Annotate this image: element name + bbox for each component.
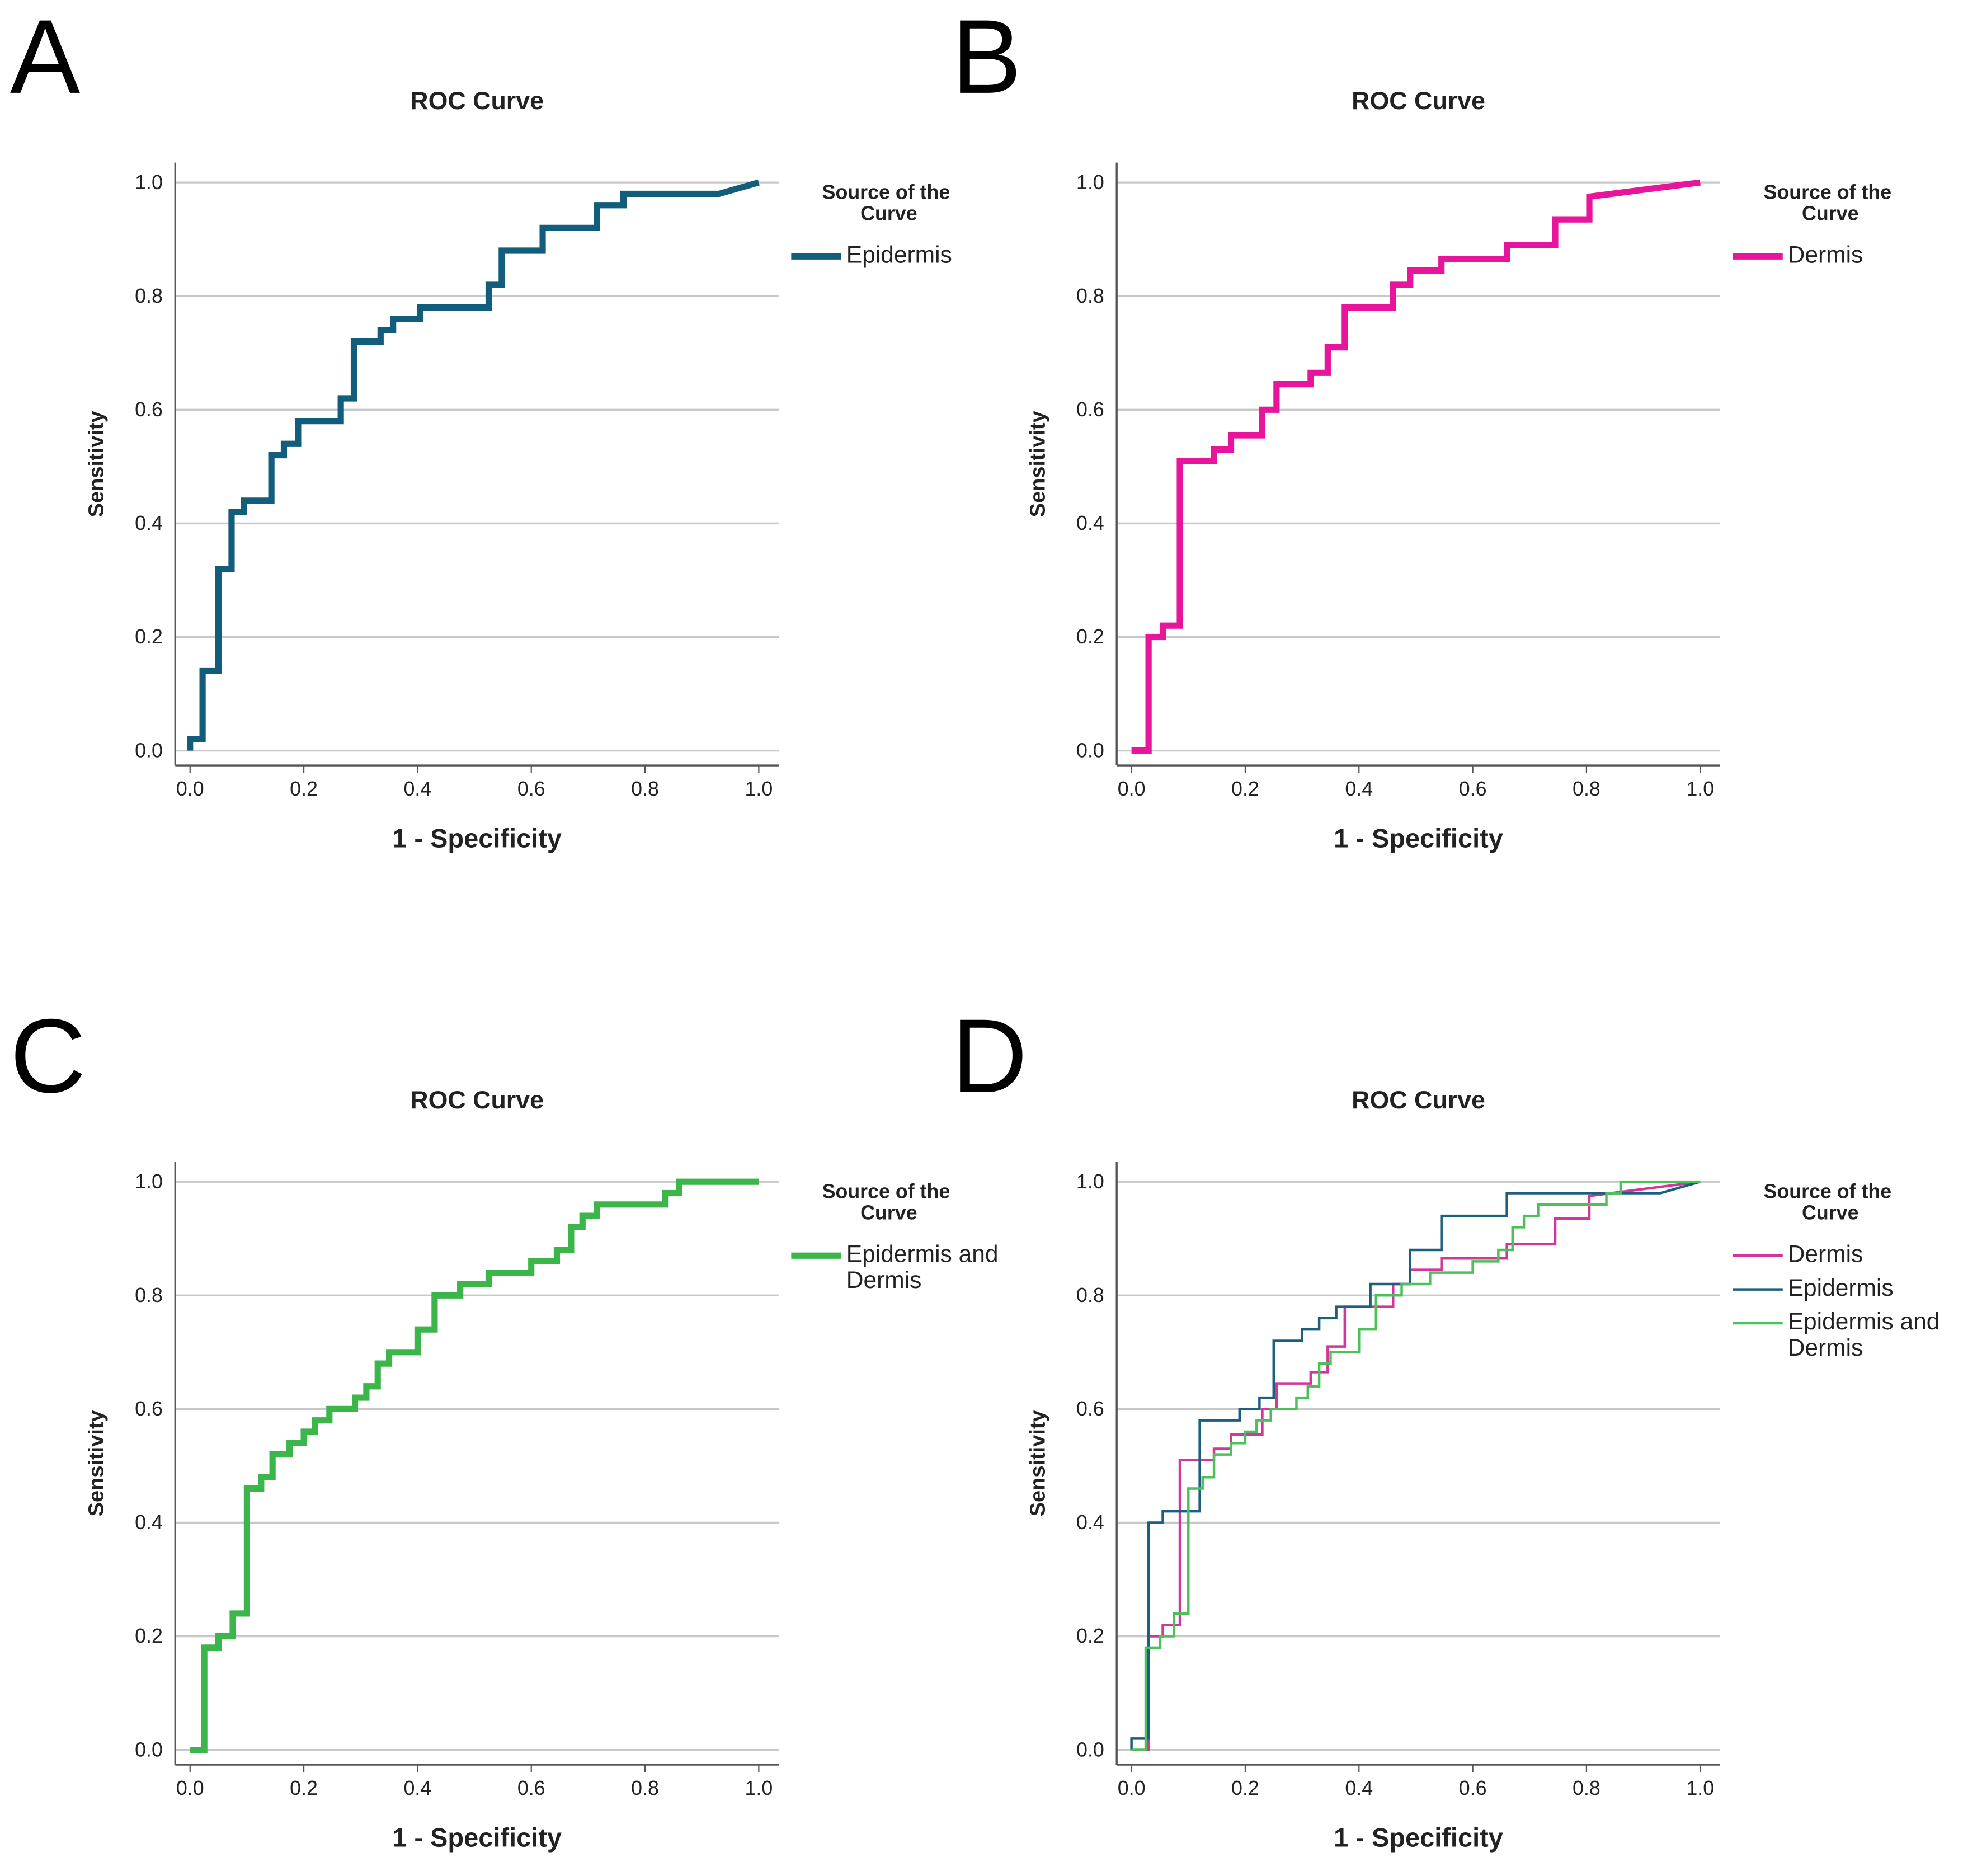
x-tick-label: 1.0	[745, 1777, 773, 1799]
legend-title: Source of the Curve	[1763, 1181, 1897, 1224]
x-axis-label: 1 - Specificity	[1334, 1823, 1503, 1853]
chart-panel: B ROC Curve 0.0 0.2 0.4 0.6 0.8 1.0 0.0 0.2 0.4 0.6…	[952, 0, 1897, 853]
x-tick-label: 1.0	[1686, 778, 1714, 800]
x-tick-label: 0.4	[1345, 778, 1373, 800]
chart-title: ROC Curve	[1352, 87, 1485, 115]
legend-label: Dermis	[1788, 1242, 1863, 1268]
chart-title: ROC Curve	[410, 1087, 544, 1114]
x-tick-label: 0.4	[1345, 1777, 1373, 1799]
x-tick-label: 0.2	[290, 778, 318, 800]
legend-title: Source of the Curve	[822, 181, 956, 225]
y-tick-label: 0.6	[1076, 398, 1104, 421]
x-tick-label: 0.0	[1118, 778, 1146, 800]
x-tick-label: 0.4	[404, 778, 432, 800]
y-tick-label: 0.2	[1076, 1625, 1104, 1647]
y-tick-label: 0.8	[135, 1284, 163, 1306]
y-axis-label: Sensitivity	[1026, 411, 1049, 517]
chart-title: ROC Curve	[410, 87, 544, 115]
y-tick-label: 0.0	[1076, 1738, 1104, 1761]
panel-label: D	[952, 997, 1028, 1115]
legend-label: Epidermis	[1788, 1275, 1894, 1301]
roc-line	[1131, 1180, 1701, 1751]
y-tick-label: 0.6	[135, 398, 163, 421]
chart-panel: C ROC Curve 0.0 0.2 0.4 0.6 0.8 1.0 0.0 0.2 0.4 0.6…	[10, 997, 1005, 1853]
y-axis-label: Sensitivity	[85, 411, 109, 517]
y-tick-label: 0.2	[1076, 626, 1104, 648]
chart-panel: D ROC Curve 0.0 0.2 0.4 0.6 0.8 1.0 0.0 0.2 0.4 0.6…	[952, 997, 1946, 1853]
x-tick-label: 0.2	[1231, 1777, 1259, 1799]
y-tick-label: 0.0	[135, 1738, 163, 1761]
x-tick-label: 0.8	[631, 1777, 659, 1799]
y-tick-label: 0.6	[1076, 1398, 1104, 1420]
roc-line	[1131, 179, 1701, 754]
y-tick-label: 0.4	[135, 1511, 163, 1534]
roc-line	[1130, 1181, 1701, 1750]
y-tick-label: 1.0	[135, 1170, 163, 1193]
x-tick-label: 0.2	[1231, 778, 1259, 800]
x-axis-label: 1 - Specificity	[392, 1823, 562, 1853]
roc-line	[187, 179, 760, 751]
x-tick-label: 0.6	[517, 778, 545, 800]
legend-label: Epidermis	[846, 242, 952, 268]
y-tick-label: 0.4	[1076, 1511, 1104, 1534]
chart-panel: A ROC Curve 0.0 0.2 0.4 0.6 0.8 1.0 0.0 0.2 0.4 0.6…	[10, 0, 955, 853]
y-tick-label: 1.0	[1076, 1170, 1104, 1193]
x-tick-label: 0.2	[290, 1777, 318, 1799]
legend-label: Dermis	[1788, 242, 1863, 268]
y-tick-label: 0.2	[135, 1625, 163, 1647]
y-tick-label: 0.6	[135, 1398, 163, 1420]
y-axis-label: Sensitivity	[1026, 1410, 1049, 1516]
legend-label: Epidermis and Dermis	[846, 1242, 1005, 1294]
x-tick-label: 0.6	[517, 1777, 545, 1799]
y-tick-label: 1.0	[1076, 171, 1104, 194]
x-tick-label: 0.0	[176, 1777, 204, 1799]
x-axis-label: 1 - Specificity	[1334, 824, 1503, 853]
x-tick-label: 0.8	[1573, 1777, 1600, 1799]
y-tick-label: 0.8	[1076, 1284, 1104, 1306]
y-tick-label: 0.8	[1076, 285, 1104, 307]
x-tick-label: 0.0	[176, 778, 204, 800]
y-tick-label: 1.0	[135, 171, 163, 194]
x-tick-label: 0.4	[404, 1777, 432, 1799]
x-tick-label: 1.0	[1686, 1777, 1714, 1799]
legend-label: Epidermis and Dermis	[1788, 1309, 1947, 1361]
y-tick-label: 0.0	[1076, 739, 1104, 761]
y-tick-label: 0.8	[135, 285, 163, 307]
y-tick-label: 0.4	[135, 512, 163, 534]
y-axis-label: Sensitivity	[85, 1410, 109, 1516]
x-tick-label: 0.8	[631, 778, 659, 800]
roc-line	[190, 1178, 759, 1753]
x-tick-label: 1.0	[745, 778, 773, 800]
roc-line	[1131, 1180, 1701, 1751]
y-tick-label: 0.4	[1076, 512, 1104, 534]
panel-label: A	[10, 0, 80, 115]
panel-label: C	[10, 997, 86, 1115]
x-tick-label: 0.6	[1459, 1777, 1487, 1799]
panel-label: B	[952, 0, 1021, 115]
x-tick-label: 0.6	[1459, 778, 1487, 800]
x-axis-label: 1 - Specificity	[392, 824, 562, 853]
y-tick-label: 0.2	[135, 626, 163, 648]
x-tick-label: 0.0	[1118, 1777, 1146, 1799]
y-tick-label: 0.0	[135, 739, 163, 761]
legend-title: Source of the Curve	[1763, 181, 1897, 225]
x-tick-label: 0.8	[1573, 778, 1600, 800]
legend-title: Source of the Curve	[822, 1181, 956, 1224]
chart-title: ROC Curve	[1352, 1087, 1485, 1114]
